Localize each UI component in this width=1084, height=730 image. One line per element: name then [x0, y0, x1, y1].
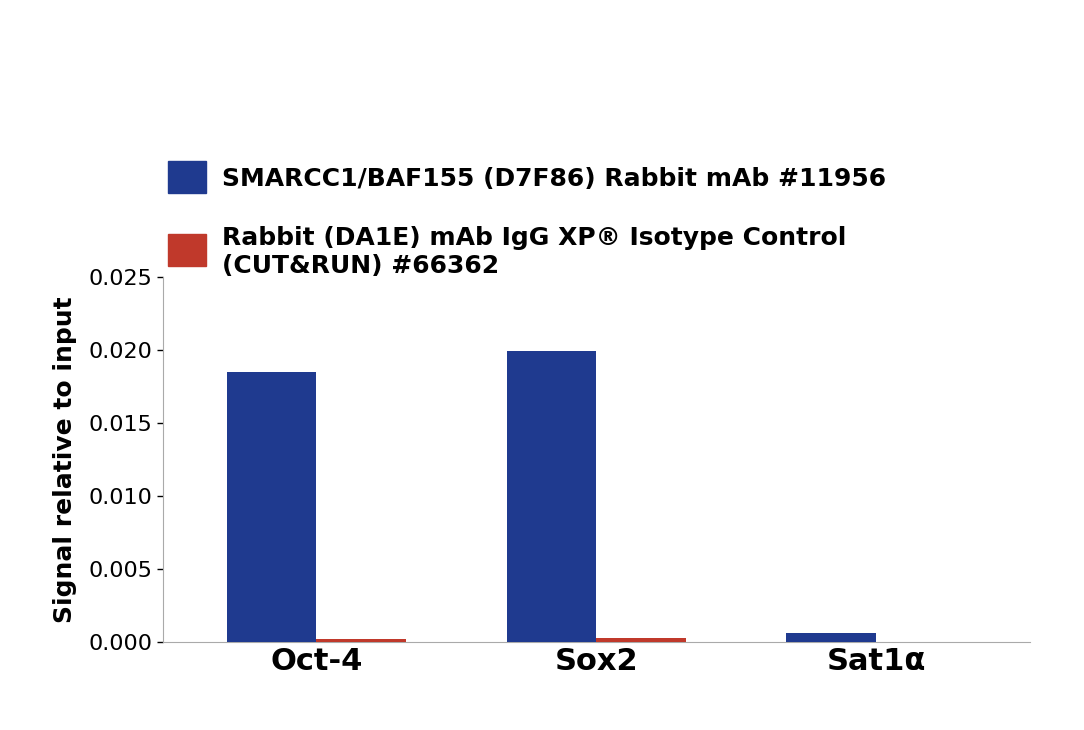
Bar: [227, 372, 317, 642]
Bar: [317, 639, 406, 642]
Text: Rabbit (DA1E) mAb IgG XP® Isotype Control
(CUT&RUN) #66362: Rabbit (DA1E) mAb IgG XP® Isotype Contro…: [222, 226, 847, 277]
Bar: [786, 633, 876, 642]
Bar: [506, 351, 596, 642]
Bar: [596, 638, 686, 642]
Y-axis label: Signal relative to input: Signal relative to input: [53, 296, 77, 623]
Text: SMARCC1/BAF155 (D7F86) Rabbit mAb #11956: SMARCC1/BAF155 (D7F86) Rabbit mAb #11956: [222, 167, 887, 191]
